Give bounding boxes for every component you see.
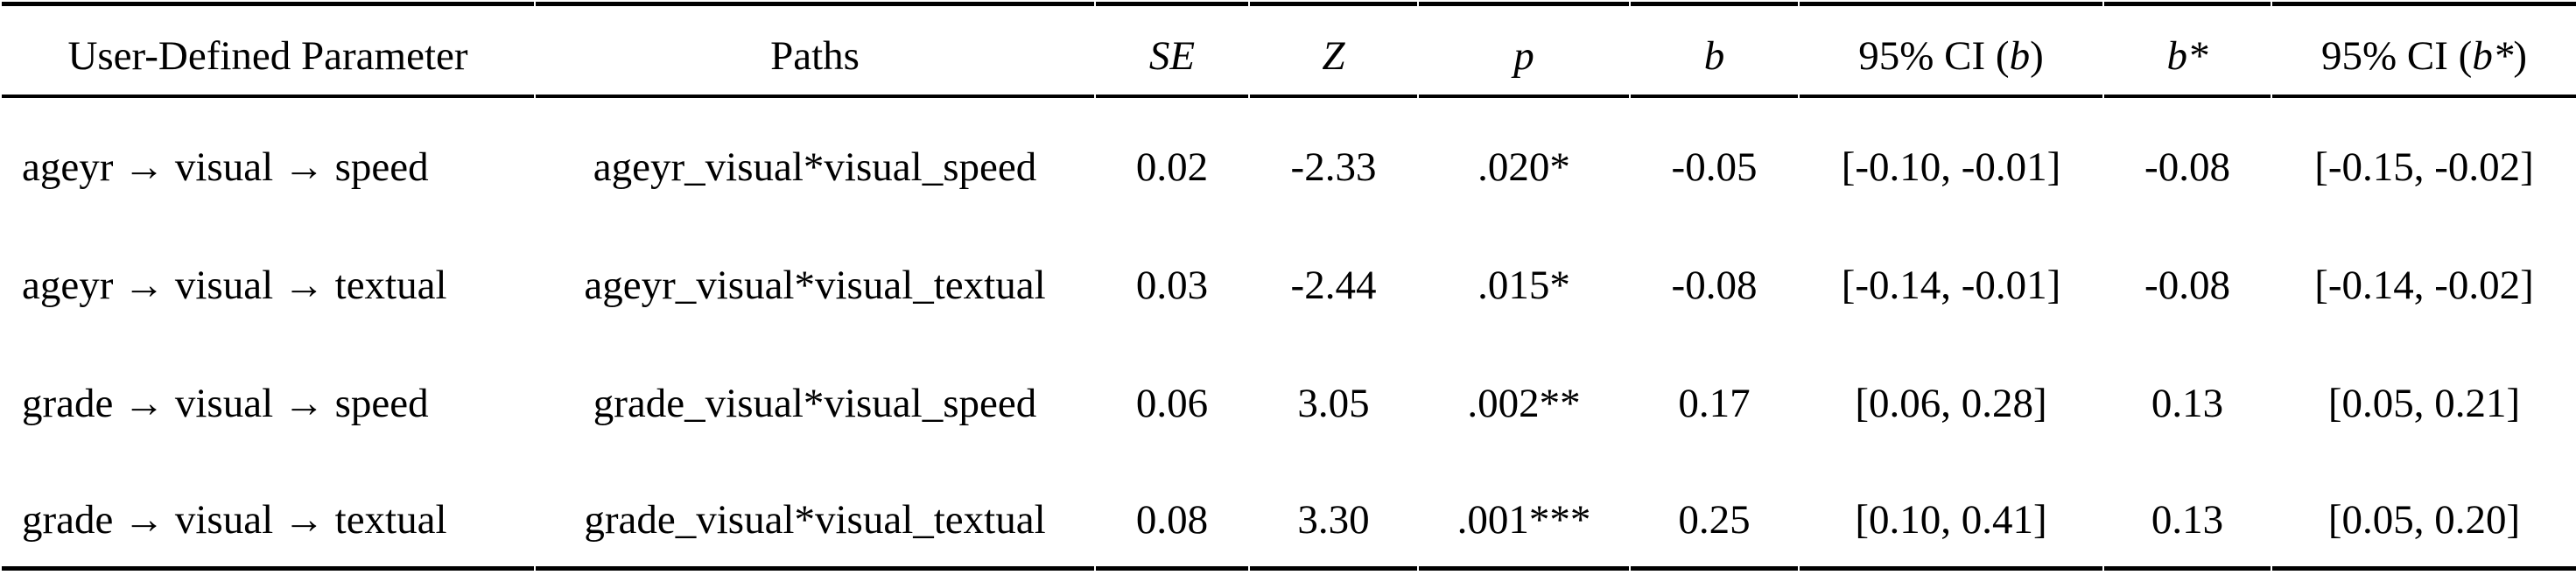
cell-se: 0.08 bbox=[1096, 452, 1248, 571]
cell-ci-b-star: [-0.15, -0.02] bbox=[2314, 144, 2534, 190]
cell-p: .001*** bbox=[1419, 452, 1629, 571]
cell-p: .015* bbox=[1478, 263, 1570, 308]
cell-paths: grade_visual*visual_speed bbox=[593, 381, 1037, 426]
cell-parameter: grade → visual → speed bbox=[22, 381, 429, 426]
header-var: p bbox=[1513, 33, 1534, 79]
col-header-ci-b: 95% CI (b) bbox=[1800, 2, 2102, 98]
cell-b-star: 0.13 bbox=[2104, 452, 2271, 571]
cell-b: -0.08 bbox=[1671, 263, 1758, 308]
results-table: User-Defined Parameter Paths SE Z p b 95… bbox=[0, 2, 2576, 571]
table-row: grade → visual → textual grade_visual*vi… bbox=[2, 452, 2576, 571]
cell-p: .020* bbox=[1478, 144, 1570, 190]
col-header-parameter: User-Defined Parameter bbox=[2, 2, 534, 98]
header-text: 95% CI ( bbox=[2321, 33, 2473, 79]
header-text: 95% CI ( bbox=[1858, 33, 2010, 79]
cell-ci-b: [0.10, 0.41] bbox=[1800, 452, 2102, 571]
cell-b: 0.25 bbox=[1631, 452, 1798, 571]
header-text: ) bbox=[2513, 33, 2527, 79]
header-text: Paths bbox=[770, 33, 860, 79]
header-var: b bbox=[1703, 33, 1725, 79]
cell-z: 3.30 bbox=[1250, 452, 1417, 571]
cell-paths: ageyr_visual*visual_speed bbox=[593, 144, 1037, 190]
cell-parameter: ageyr → visual → speed bbox=[22, 144, 429, 190]
cell-se: 0.03 bbox=[1135, 263, 1209, 308]
header-var: b bbox=[2009, 33, 2031, 79]
col-header-b: b bbox=[1631, 2, 1798, 98]
header-var: SE bbox=[1148, 33, 1196, 79]
header-var: Z bbox=[1322, 33, 1345, 79]
col-header-p: p bbox=[1419, 2, 1629, 98]
cell-parameter: grade → visual → textual bbox=[2, 452, 534, 571]
cell-paths: grade_visual*visual_textual bbox=[536, 452, 1094, 571]
cell-parameter: ageyr → visual → textual bbox=[22, 263, 447, 308]
col-header-z: Z bbox=[1250, 2, 1417, 98]
table-row: ageyr → visual → textual ageyr_visual*vi… bbox=[2, 216, 2576, 334]
cell-ci-b-star: [0.05, 0.21] bbox=[2327, 381, 2521, 426]
header-row: User-Defined Parameter Paths SE Z p b 95… bbox=[2, 2, 2576, 98]
cell-ci-b-star: [0.05, 0.20] bbox=[2272, 452, 2576, 571]
cell-se: 0.06 bbox=[1135, 381, 1209, 426]
cell-b-star: 0.13 bbox=[2151, 381, 2224, 426]
cell-b: -0.05 bbox=[1671, 144, 1758, 190]
table-row: ageyr → visual → speed ageyr_visual*visu… bbox=[2, 98, 2576, 216]
cell-paths: ageyr_visual*visual_textual bbox=[584, 263, 1046, 308]
header-text: User-Defined Parameter bbox=[67, 33, 468, 79]
cell-p: .002** bbox=[1467, 381, 1581, 426]
col-header-paths: Paths bbox=[536, 2, 1094, 98]
col-header-ci-b-star: 95% CI (b*) bbox=[2272, 2, 2576, 98]
header-var: b* bbox=[2166, 33, 2208, 79]
cell-z: -2.33 bbox=[1290, 144, 1377, 190]
cell-ci-b: [-0.10, -0.01] bbox=[1841, 144, 2061, 190]
cell-b-star: -0.08 bbox=[2144, 144, 2230, 190]
cell-ci-b: [-0.14, -0.01] bbox=[1841, 263, 2061, 308]
cell-se: 0.02 bbox=[1135, 144, 1209, 190]
header-var: b* bbox=[2472, 33, 2514, 79]
cell-ci-b: [0.06, 0.28] bbox=[1855, 381, 2047, 426]
cell-z: -2.44 bbox=[1290, 263, 1377, 308]
cell-ci-b-star: [-0.14, -0.02] bbox=[2314, 263, 2534, 308]
cell-z: 3.05 bbox=[1297, 381, 1370, 426]
col-header-se: SE bbox=[1096, 2, 1248, 98]
cell-b-star: -0.08 bbox=[2144, 263, 2230, 308]
header-text: ) bbox=[2030, 33, 2044, 79]
col-header-b-star: b* bbox=[2104, 2, 2271, 98]
cell-b: 0.17 bbox=[1678, 381, 1751, 426]
table-row: grade → visual → speed grade_visual*visu… bbox=[2, 334, 2576, 452]
